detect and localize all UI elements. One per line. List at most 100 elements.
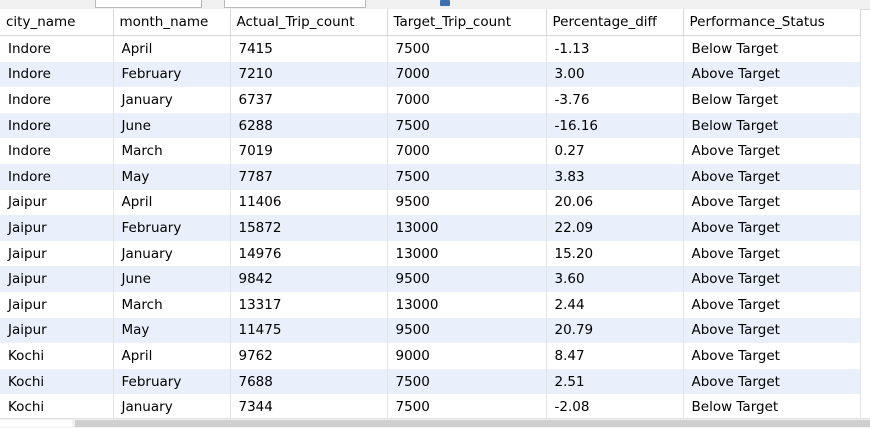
table-row[interactable]: Kochi April 9762 9000 8.47 Above Target [0,343,861,369]
cell-target-trip-count[interactable]: 7500 [387,112,547,139]
cell-performance-status[interactable]: Above Target [683,138,861,164]
cell-city-name[interactable]: Indore [0,163,114,190]
cell-month-name[interactable]: May [113,317,231,344]
cell-month-name[interactable]: June [113,112,231,139]
cell-actual-trip-count[interactable]: 7210 [230,61,388,88]
column-header-city-name[interactable]: city_name [0,9,114,36]
cell-percentage-diff[interactable]: 3.00 [546,61,684,88]
cell-performance-status[interactable]: Below Target [683,35,861,62]
cell-actual-trip-count[interactable]: 11475 [230,317,388,344]
cell-actual-trip-count[interactable]: 7787 [230,163,388,190]
table-row[interactable]: Indore January 6737 7000 -3.76 Below Target [0,87,861,113]
cell-city-name[interactable]: Indore [0,35,114,62]
cell-target-trip-count[interactable]: 7000 [387,87,547,113]
table-row[interactable]: Indore May 7787 7500 3.83 Above Target [0,163,861,190]
cell-month-name[interactable]: March [113,291,231,318]
cell-city-name[interactable]: Jaipur [0,189,114,216]
table-row[interactable]: Indore February 7210 7000 3.00 Above Target [0,61,861,88]
table-row[interactable]: Jaipur February 15872 13000 22.09 Above Targe… [0,215,861,241]
cell-month-name[interactable]: January [113,394,231,418]
cell-city-name[interactable]: Jaipur [0,317,114,344]
table-row[interactable]: Jaipur January 14976 13000 15.20 Above Target [0,240,861,267]
cell-actual-trip-count[interactable]: 14976 [230,240,388,267]
column-header-performance-status[interactable]: Performance_Status [683,9,861,36]
table-row[interactable]: Jaipur March 13317 13000 2.44 Above Target [0,291,861,318]
grid-view-icon[interactable] [440,0,450,6]
cell-target-trip-count[interactable]: 7000 [387,138,547,164]
scrollbar-track[interactable] [0,420,72,427]
cell-target-trip-count[interactable]: 7500 [387,394,547,418]
table-row[interactable]: Indore March 7019 7000 0.27 Above Target [0,138,861,164]
cell-actual-trip-count[interactable]: 6288 [230,112,388,139]
scrollbar-thumb[interactable] [75,420,870,427]
cell-target-trip-count[interactable]: 9500 [387,266,547,292]
cell-actual-trip-count[interactable]: 7688 [230,368,388,395]
cell-month-name[interactable]: April [113,343,231,369]
cell-month-name[interactable]: February [113,215,231,241]
cell-performance-status[interactable]: Above Target [683,189,861,216]
cell-month-name[interactable]: January [113,240,231,267]
cell-target-trip-count[interactable]: 13000 [387,215,547,241]
cell-city-name[interactable]: Jaipur [0,240,114,267]
cell-city-name[interactable]: Jaipur [0,266,114,292]
cell-percentage-diff[interactable]: 2.44 [546,291,684,318]
cell-target-trip-count[interactable]: 7000 [387,61,547,88]
table-row[interactable]: Jaipur June 9842 9500 3.60 Above Target [0,266,861,292]
cell-city-name[interactable]: Indore [0,61,114,88]
toolbar-dropdown[interactable] [95,0,202,8]
cell-month-name[interactable]: April [113,189,231,216]
table-row[interactable]: Indore April 7415 7500 -1.13 Below Target [0,35,861,62]
cell-performance-status[interactable]: Above Target [683,317,861,344]
cell-city-name[interactable]: Kochi [0,394,114,418]
cell-target-trip-count[interactable]: 9000 [387,343,547,369]
cell-actual-trip-count[interactable]: 11406 [230,189,388,216]
cell-performance-status[interactable]: Above Target [683,163,861,190]
cell-percentage-diff[interactable]: 15.20 [546,240,684,267]
cell-performance-status[interactable]: Above Target [683,343,861,369]
cell-percentage-diff[interactable]: 22.09 [546,215,684,241]
cell-performance-status[interactable]: Below Target [683,87,861,113]
cell-performance-status[interactable]: Above Target [683,291,861,318]
cell-target-trip-count[interactable]: 9500 [387,189,547,216]
cell-city-name[interactable]: Indore [0,112,114,139]
cell-month-name[interactable]: May [113,163,231,190]
cell-month-name[interactable]: February [113,368,231,395]
cell-percentage-diff[interactable]: 0.27 [546,138,684,164]
table-row[interactable]: Jaipur April 11406 9500 20.06 Above Target [0,189,861,216]
cell-city-name[interactable]: Jaipur [0,215,114,241]
cell-target-trip-count[interactable]: 7500 [387,368,547,395]
cell-percentage-diff[interactable]: -2.08 [546,394,684,418]
cell-performance-status[interactable]: Above Target [683,215,861,241]
cell-city-name[interactable]: Jaipur [0,291,114,318]
cell-month-name[interactable]: January [113,87,231,113]
cell-percentage-diff[interactable]: 3.60 [546,266,684,292]
cell-performance-status[interactable]: Above Target [683,61,861,88]
cell-actual-trip-count[interactable]: 6737 [230,87,388,113]
horizontal-scrollbar[interactable] [0,418,870,428]
cell-actual-trip-count[interactable]: 9762 [230,343,388,369]
cell-performance-status[interactable]: Above Target [683,368,861,395]
cell-target-trip-count[interactable]: 7500 [387,163,547,190]
cell-target-trip-count[interactable]: 7500 [387,35,547,62]
cell-city-name[interactable]: Kochi [0,368,114,395]
cell-city-name[interactable]: Kochi [0,343,114,369]
cell-performance-status[interactable]: Below Target [683,394,861,418]
cell-city-name[interactable]: Indore [0,87,114,113]
toolbar-input[interactable] [224,0,366,8]
table-row[interactable]: Indore June 6288 7500 -16.16 Below Target [0,112,861,139]
cell-percentage-diff[interactable]: -16.16 [546,112,684,139]
cell-target-trip-count[interactable]: 13000 [387,240,547,267]
cell-percentage-diff[interactable]: -1.13 [546,35,684,62]
cell-performance-status[interactable]: Above Target [683,266,861,292]
table-row[interactable]: Kochi February 7688 7500 2.51 Above Target [0,368,861,395]
column-header-month-name[interactable]: month_name [113,9,231,36]
cell-target-trip-count[interactable]: 13000 [387,291,547,318]
cell-city-name[interactable]: Indore [0,138,114,164]
cell-month-name[interactable]: March [113,138,231,164]
column-header-actual-trip-count[interactable]: Actual_Trip_count [230,9,388,36]
cell-month-name[interactable]: February [113,61,231,88]
cell-month-name[interactable]: April [113,35,231,62]
cell-actual-trip-count[interactable]: 7415 [230,35,388,62]
table-row[interactable]: Kochi January 7344 7500 -2.08 Below Target [0,394,861,418]
column-header-percentage-diff[interactable]: Percentage_diff [546,9,684,36]
